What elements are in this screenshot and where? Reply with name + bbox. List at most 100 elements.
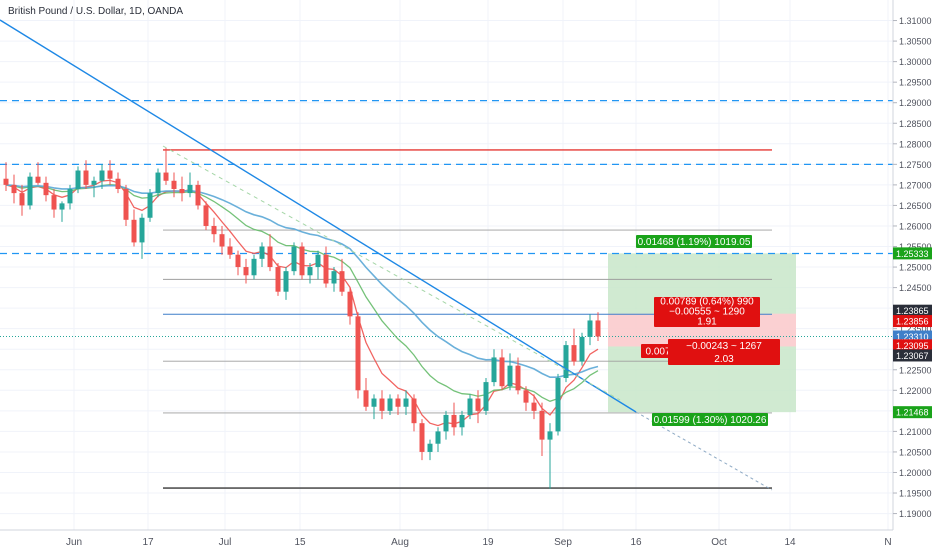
price-tag-bg [893, 247, 932, 260]
candle-body [595, 320, 601, 337]
price-tick-label: 1.24500 [899, 283, 932, 293]
candle-body [155, 172, 161, 194]
candle-body [563, 345, 569, 378]
candle [291, 242, 297, 276]
stop-label-c-text: 0.007 [645, 347, 670, 358]
candle-body [107, 170, 113, 179]
trend-line-main[interactable] [0, 19, 637, 413]
candle [595, 312, 601, 342]
candle-body [35, 176, 41, 183]
candle [483, 377, 489, 415]
candle-body [459, 414, 465, 428]
time-label: 16 [630, 537, 642, 548]
candle-body [179, 188, 185, 194]
candle-body [171, 180, 177, 189]
candle [283, 267, 289, 300]
candle-body [475, 398, 481, 411]
candle [547, 423, 553, 489]
candle-body [227, 246, 233, 255]
time-label: Oct [711, 537, 727, 548]
candle [347, 287, 353, 325]
candle [299, 242, 305, 280]
price-tag-text: 1.23856 [896, 317, 929, 327]
candle [531, 394, 537, 420]
candle-body [499, 357, 505, 387]
candle [451, 402, 457, 436]
candle [507, 353, 513, 391]
time-label: 15 [294, 537, 306, 548]
profit-label-short-text: 0.01599 (1.30%) 1020.26 [654, 415, 767, 426]
candle [323, 246, 329, 288]
candle-body [243, 267, 249, 276]
candle [59, 201, 65, 222]
stop-label-d-text: −0.00243 ~ 1267 [686, 341, 762, 352]
price-tag-text: 1.23865 [896, 306, 929, 316]
candle [179, 176, 185, 202]
candle [587, 314, 593, 346]
candle-body [507, 365, 513, 387]
candle-body [363, 390, 369, 407]
price-tick-label: 1.22500 [899, 365, 932, 375]
candle [139, 213, 145, 259]
time-label: N [884, 537, 891, 548]
stop-label-d-bg [668, 339, 780, 365]
time-label: 17 [142, 537, 154, 548]
candle [491, 349, 497, 387]
time-label: Sep [554, 537, 572, 548]
candle [459, 410, 465, 436]
time-axis[interactable]: Jun 17 Jul 15 Aug 19 Sep 16 Oct 14 N [0, 529, 932, 550]
candle [419, 419, 425, 461]
price-tag-upper_target: 1.25333 [893, 247, 932, 260]
candle-body [555, 377, 561, 432]
time-label: 19 [482, 537, 494, 548]
candle [371, 394, 377, 420]
candle [411, 394, 417, 432]
price-tag-bg [893, 339, 932, 352]
candle-body [59, 203, 65, 210]
candle [555, 373, 561, 436]
price-axis-bg [893, 0, 932, 550]
candle [235, 250, 241, 276]
price-tick-label: 1.20500 [899, 447, 932, 457]
price-tick-label: 1.29000 [899, 98, 932, 108]
candle [571, 328, 577, 366]
candle-body [387, 398, 393, 411]
price-tag-text: 1.23067 [896, 351, 929, 361]
stop-label-a-text: 0.00789 (0.64%) 990 [660, 297, 754, 308]
price-axis[interactable]: 1.31000 1.30500 1.30000 1.29500 1.29000 1.285… [892, 0, 932, 550]
candle [75, 166, 81, 194]
candle-body [347, 291, 353, 317]
candle-body [283, 271, 289, 292]
candle [227, 238, 233, 259]
candle-body [571, 345, 577, 362]
price-tag-text: 1.23095 [896, 341, 929, 351]
price-tick-label: 1.26500 [899, 201, 932, 211]
candle [307, 262, 313, 284]
candle [251, 254, 257, 280]
candle-body [427, 443, 433, 452]
candle [171, 172, 177, 198]
stop-label-a-text: 1.91 [697, 317, 717, 328]
ma_red-line [5, 179, 599, 427]
candle-body [299, 246, 305, 276]
stop-label-a-bg [654, 297, 760, 327]
candle [435, 427, 441, 452]
candle-body [27, 176, 33, 206]
candle [427, 439, 433, 461]
candle [539, 402, 545, 457]
candle-body [51, 195, 57, 210]
candle-body [3, 178, 9, 185]
candle [443, 410, 449, 440]
candle [355, 312, 361, 399]
candle [267, 234, 273, 272]
trend-line-secondary [162, 145, 621, 401]
candle [67, 184, 73, 210]
stop-label-d-text: 2.03 [714, 354, 734, 365]
candle [331, 267, 337, 292]
candle [123, 184, 129, 226]
price-tick-label: 1.27500 [899, 160, 932, 170]
stop-label-c: 0.007 [641, 344, 675, 358]
candle-body [219, 234, 225, 247]
